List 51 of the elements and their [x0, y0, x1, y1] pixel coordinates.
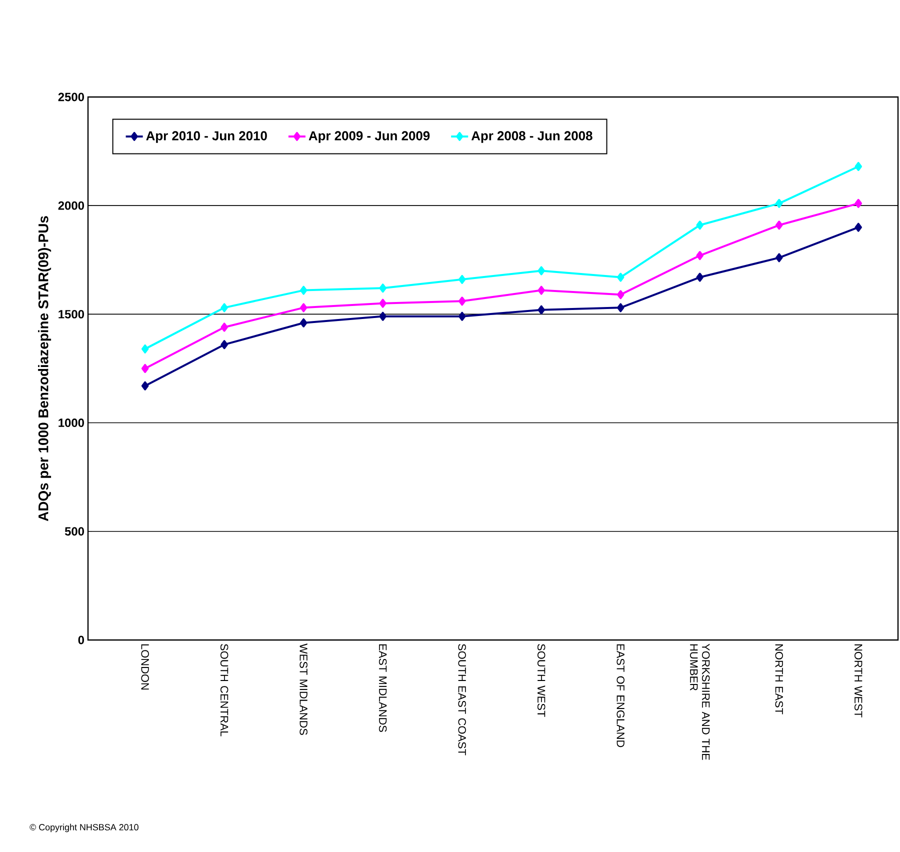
point	[538, 266, 545, 276]
x-tick-label: EAST MIDLANDS	[378, 644, 387, 732]
x-tick-label: SOUTH CENTRAL	[220, 644, 228, 736]
legend-label: Apr 2010 - Jun 2010	[146, 131, 267, 143]
point	[696, 272, 704, 282]
point	[141, 364, 149, 373]
y-tick-label: 2000	[58, 201, 84, 210]
y-tick-label: 1500	[58, 310, 84, 318]
legend-label: Apr 2009 - Jun 2009	[308, 131, 430, 143]
legend-label: Apr 2008 - Jun 2008	[471, 131, 592, 143]
point	[776, 198, 783, 208]
y-tick-label: 0	[78, 636, 84, 644]
y-tick-label: 500	[64, 527, 84, 536]
y-tick-label: 1000	[58, 418, 84, 428]
x-tick-label: YORKSHIRE AND THE HUMBER	[690, 644, 710, 760]
point	[776, 220, 783, 230]
point	[379, 284, 386, 293]
point	[220, 303, 228, 312]
point	[854, 162, 862, 171]
point	[696, 220, 704, 230]
point	[854, 222, 862, 232]
x-tick-label: NORTH EAST	[775, 644, 783, 714]
point	[141, 344, 149, 354]
point	[776, 253, 783, 262]
x-tick-label: EAST OF ENGLAND	[616, 644, 624, 748]
point	[616, 290, 624, 300]
x-tick-label: SOUTH EAST COAST	[458, 644, 466, 756]
x-tick-label: LONDON	[141, 644, 149, 690]
point	[379, 312, 386, 321]
y-axis-title: ADQs per 1000 Benzodiazepine STAR(09)-PUs	[38, 216, 52, 522]
point	[220, 340, 228, 350]
point	[616, 272, 624, 282]
point	[616, 303, 624, 312]
point	[300, 318, 308, 328]
point	[379, 298, 386, 308]
point	[458, 274, 466, 284]
point	[458, 296, 466, 306]
x-tick-label: WEST MIDLANDS	[300, 644, 308, 735]
x-tick-label: SOUTH WEST	[537, 644, 546, 717]
point	[538, 286, 545, 295]
point	[458, 312, 466, 321]
point	[538, 305, 545, 314]
point	[696, 251, 704, 260]
point	[300, 303, 308, 312]
text: © Copyright NHSBSA 2010	[30, 824, 138, 832]
point	[220, 322, 228, 332]
x-tick-label: NORTH WEST	[854, 644, 862, 718]
point	[300, 286, 308, 295]
point	[141, 381, 149, 390]
point	[854, 198, 862, 208]
y-tick-label: 2500	[58, 92, 84, 102]
